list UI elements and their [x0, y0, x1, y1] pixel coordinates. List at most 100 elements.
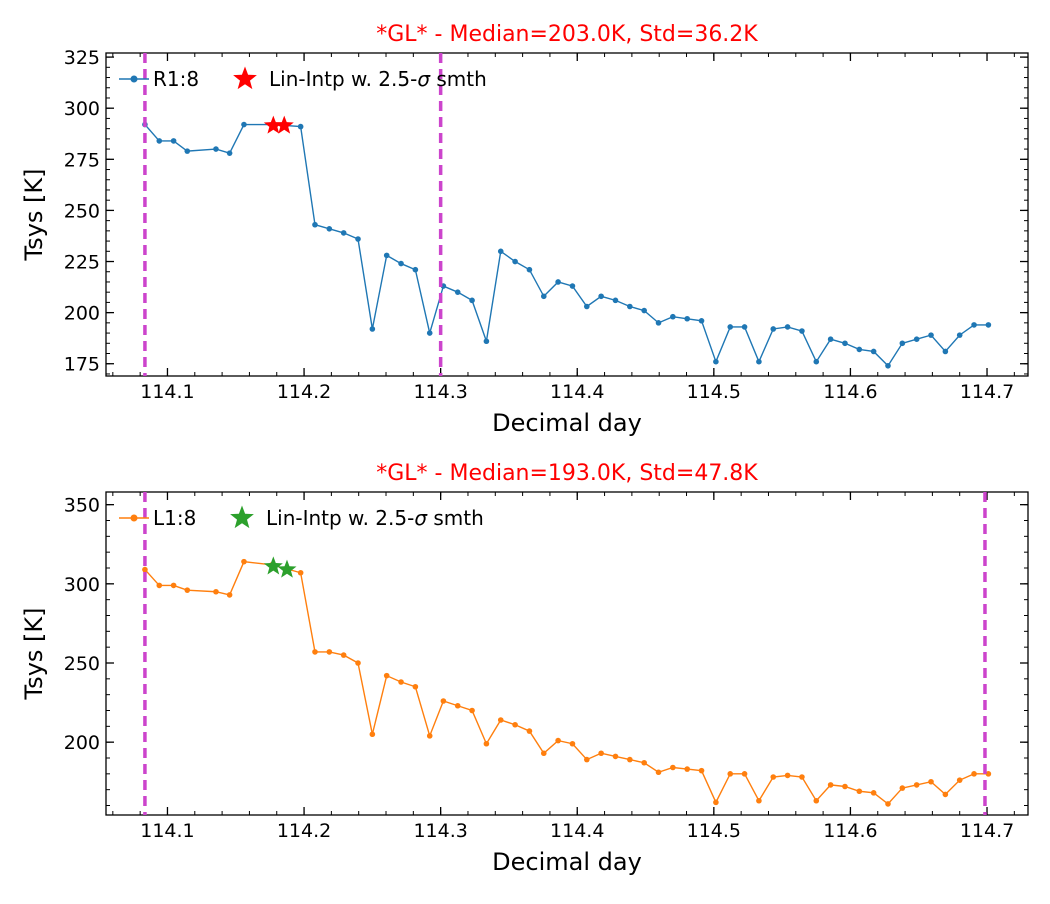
- data-point: [241, 558, 247, 565]
- data-point: [698, 767, 705, 774]
- data-point: [483, 338, 490, 345]
- legend-star-swatch: [233, 66, 257, 90]
- x-tick-label: 114.4: [550, 820, 604, 842]
- plot-area-frame: [105, 491, 1029, 816]
- data-point: [913, 336, 920, 343]
- data-point: [799, 774, 805, 780]
- data-point: [713, 799, 719, 806]
- data-point: [827, 336, 834, 343]
- data-point: [627, 756, 633, 763]
- data-point: [497, 717, 504, 723]
- data-point: [440, 698, 447, 704]
- star-marker: [263, 115, 283, 134]
- data-point: [985, 771, 992, 777]
- x-axis-label: Decimal day: [492, 848, 642, 876]
- data-point: [454, 289, 461, 295]
- data-point: [813, 797, 820, 804]
- y-tick-label: 300: [64, 98, 100, 120]
- legend-point-swatch: [130, 514, 138, 522]
- plot-data-layer: [142, 53, 992, 376]
- data-point: [297, 569, 304, 576]
- data-point: [569, 283, 576, 289]
- data-point: [942, 348, 949, 355]
- plot-area-frame: [105, 52, 1029, 377]
- data-point: [899, 340, 906, 347]
- data-point: [355, 660, 361, 666]
- data-point: [241, 121, 247, 128]
- data-point: [326, 649, 333, 655]
- data-point: [156, 582, 163, 589]
- legend-point-swatch: [130, 75, 138, 83]
- data-point: [454, 702, 461, 709]
- data-point: [398, 679, 404, 685]
- data-point: [483, 740, 490, 747]
- data-point: [870, 790, 877, 796]
- data-point: [398, 260, 404, 267]
- data-point: [340, 230, 347, 236]
- y-tick-label: 200: [64, 732, 100, 754]
- legend-label: R1:8: [153, 67, 199, 91]
- x-tick-label: 114.1: [140, 381, 194, 403]
- data-point: [426, 733, 433, 739]
- y-tick-label: 175: [64, 354, 100, 376]
- data-point: [312, 221, 318, 228]
- legend-label-2: Lin-Intp w. 2.5-σ smth: [266, 506, 484, 530]
- data-point: [885, 801, 891, 807]
- data-point: [670, 313, 676, 320]
- data-point: [870, 348, 877, 355]
- data-point: [426, 330, 433, 336]
- data-point: [770, 326, 777, 332]
- data-point: [312, 649, 318, 655]
- x-tick-label: 114.7: [960, 820, 1014, 842]
- legend: L1:8 Lin-Intp w. 2.5-σ smth: [119, 505, 484, 530]
- star-marker: [263, 556, 283, 575]
- data-point: [827, 782, 834, 788]
- y-tick-label: 350: [64, 495, 100, 517]
- x-tick-label: 114.5: [687, 820, 741, 842]
- data-point: [713, 358, 719, 365]
- chart-title: *GL* - Median=193.0K, Std=47.8K: [376, 461, 758, 486]
- data-point: [727, 324, 734, 330]
- x-tick-label: 114.3: [413, 820, 467, 842]
- data-point: [142, 566, 148, 573]
- data-point: [213, 146, 219, 152]
- chart-panel-2: *GL* - Median=193.0K, Std=47.8K 114.1 114.…: [20, 461, 1029, 876]
- data-point: [170, 582, 177, 589]
- data-point: [598, 750, 604, 757]
- data-point: [684, 766, 691, 772]
- data-point: [184, 148, 191, 154]
- data-point: [412, 683, 419, 690]
- x-tick-label: 114.6: [823, 381, 877, 403]
- data-point: [956, 332, 963, 338]
- x-tick-label: 114.4: [550, 381, 604, 403]
- x-tick-label: 114.3: [413, 381, 467, 403]
- y-tick-label: 250: [64, 653, 100, 675]
- data-point: [842, 783, 848, 790]
- y-axis-label: Tsys [K]: [20, 608, 48, 701]
- y-tick-label: 300: [64, 574, 100, 596]
- data-point: [784, 772, 791, 779]
- legend-label-2-symbol: σ: [417, 67, 431, 91]
- data-point: [526, 266, 533, 273]
- data-point: [469, 707, 475, 714]
- y-axis-label: Tsys [K]: [20, 169, 48, 262]
- data-point: [899, 785, 906, 791]
- data-point: [885, 362, 891, 369]
- data-point: [756, 358, 762, 365]
- data-point: [555, 737, 561, 744]
- data-point: [856, 346, 863, 353]
- data-point: [226, 150, 233, 156]
- data-point: [369, 731, 376, 738]
- data-point: [856, 788, 863, 795]
- data-point: [641, 759, 647, 766]
- legend-star-swatch: [230, 505, 254, 529]
- x-tick-label: 114.2: [277, 820, 331, 842]
- data-point: [540, 293, 547, 300]
- data-point: [655, 320, 662, 326]
- data-point: [770, 774, 777, 780]
- data-point: [512, 258, 518, 265]
- data-point: [383, 252, 390, 259]
- legend-label-2-suffix: smth: [430, 67, 487, 91]
- data-point: [369, 326, 376, 332]
- series-line-r18: [144, 123, 989, 367]
